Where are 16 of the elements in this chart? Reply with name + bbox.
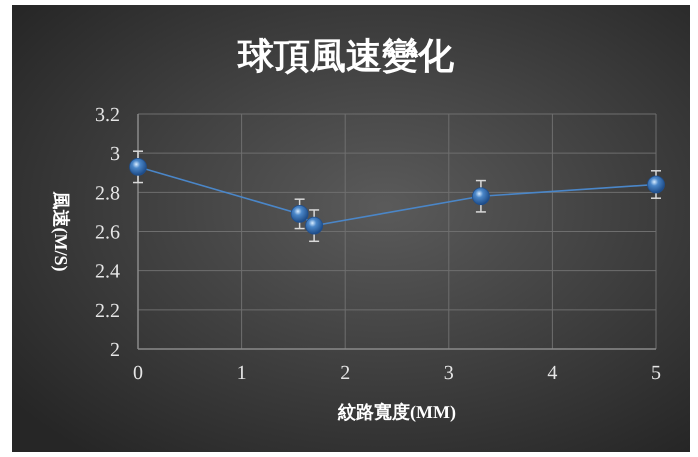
x-tick-label: 4 (547, 362, 558, 384)
y-tick-label: 3 (110, 143, 120, 166)
y-tick-label: 3.2 (95, 104, 120, 126)
chart-title: 球頂風速變化 (236, 36, 455, 76)
x-tick-label: 1 (236, 362, 247, 384)
x-tick-label: 5 (651, 362, 661, 384)
y-tick-label: 2.6 (95, 222, 120, 244)
x-tick-label: 0 (133, 362, 143, 384)
x-axis-title: 紋路寬度(MM) (337, 402, 456, 422)
y-tick-label: 2.4 (95, 260, 120, 283)
x-tick-label: 2 (340, 362, 350, 384)
y-tick-label: 2.8 (95, 182, 120, 204)
y-axis-title: 風速(M/S) (51, 190, 71, 272)
y-tick-label: 2.2 (95, 300, 120, 322)
y-tick-label: 2 (110, 339, 120, 361)
x-tick-label: 3 (444, 362, 454, 384)
